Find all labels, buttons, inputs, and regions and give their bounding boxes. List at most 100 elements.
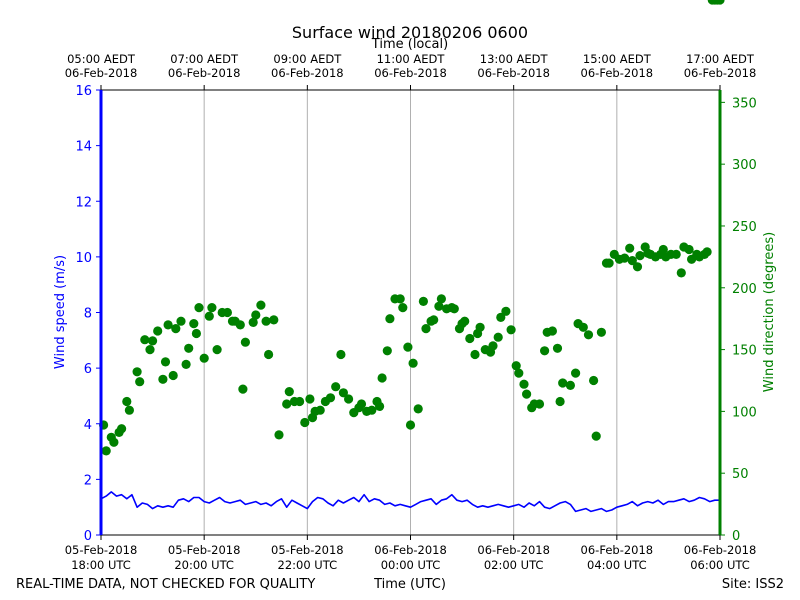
wind-direction-point	[207, 303, 217, 313]
wind-direction-point	[620, 253, 630, 263]
right-tick-label: 50	[732, 467, 749, 482]
wind-direction-point	[356, 399, 367, 409]
top-tick-time: 11:00 AEDT	[377, 52, 446, 66]
top-tick-date: 06-Feb-2018	[581, 66, 654, 80]
wind-direction-point	[506, 325, 516, 335]
wind-direction-point	[315, 405, 325, 415]
top-tick-time: 17:00 AEDT	[686, 52, 755, 66]
wind-direction-point	[117, 424, 127, 434]
wind-direction-point	[519, 379, 529, 389]
wind-direction-point	[676, 268, 686, 278]
right-tick-label: 100	[732, 405, 757, 420]
wind-direction-point	[578, 322, 588, 332]
wind-direction-point	[565, 380, 576, 390]
wind-direction-point	[274, 430, 284, 440]
wind-direction-point	[465, 333, 475, 344]
left-tick-label: 0	[84, 529, 92, 544]
wind-direction-point	[511, 361, 521, 371]
wind-direction-point	[475, 322, 485, 332]
top-tick-date: 06-Feb-2018	[477, 66, 550, 80]
wind-direction-point	[194, 303, 204, 313]
wind-direction-point	[222, 307, 232, 318]
wind-direction-point	[191, 328, 201, 339]
wind-direction-point	[547, 326, 558, 336]
wind-direction-point	[212, 345, 222, 355]
wind-direction-point	[449, 304, 459, 314]
left-tick-label: 2	[84, 473, 92, 488]
wind-direction-point	[148, 336, 158, 346]
wind-direction-point	[429, 315, 439, 325]
wind-direction-point	[282, 399, 292, 409]
wind-direction-point	[470, 349, 480, 360]
wind-direction-point	[256, 300, 266, 310]
wind-direction-point	[436, 294, 446, 304]
left-tick-label: 10	[75, 251, 92, 266]
wind-direction-point	[251, 310, 261, 320]
wind-direction-point	[135, 377, 145, 387]
wind-direction-point	[168, 370, 178, 381]
wind-direction-point	[305, 394, 315, 404]
top-tick-date: 06-Feb-2018	[271, 66, 344, 80]
wind-direction-point	[176, 316, 186, 326]
wind-direction-point	[591, 431, 601, 441]
bottom-tick-time: 22:00 UTC	[278, 558, 338, 572]
wind-direction-point	[552, 343, 563, 353]
wind-direction-point	[421, 324, 431, 334]
wind-direction-point	[235, 320, 245, 330]
right-tick-label: 150	[732, 344, 757, 359]
left-axis-ticks: 0 2 4 6 8 10 12 14 16	[75, 84, 101, 544]
wind-direction-point	[240, 337, 250, 347]
left-tick-label: 6	[84, 362, 92, 377]
wind-direction-point	[101, 446, 111, 456]
wind-direction-point	[158, 374, 168, 384]
right-tick-label: 300	[732, 158, 757, 173]
wind-direction-point	[398, 303, 408, 313]
wind-direction-point	[395, 294, 405, 304]
wind-direction-point	[671, 249, 681, 259]
wind-direction-point	[338, 388, 348, 398]
left-tick-label: 14	[75, 140, 92, 155]
wind-direction-point	[153, 326, 163, 336]
wind-direction-point	[385, 314, 395, 324]
wind-direction-point	[163, 320, 173, 330]
wind-direction-point	[300, 417, 310, 428]
wind-direction-point	[336, 349, 346, 360]
wind-direction-point	[604, 258, 614, 268]
wind-direction-point	[367, 405, 377, 415]
wind-direction-point	[632, 262, 643, 272]
bottom-tick-date: 06-Feb-2018	[581, 543, 654, 557]
bottom-tick-date: 05-Feb-2018	[65, 543, 138, 557]
wind-direction-point	[269, 315, 279, 325]
wind-direction-point	[496, 312, 506, 322]
wind-direction-point	[434, 301, 444, 311]
wind-direction-point	[589, 375, 599, 386]
wind-direction-point	[501, 306, 511, 316]
wind-direction-point	[171, 324, 181, 334]
wind-direction-point	[702, 247, 712, 257]
wind-direction-point	[325, 393, 336, 403]
top-tick-date: 06-Feb-2018	[168, 66, 241, 80]
wind-direction-point	[625, 243, 635, 253]
wind-direction-point	[627, 256, 637, 266]
wind-direction-point	[382, 346, 392, 356]
wind-direction-point	[331, 382, 341, 392]
wind-direction-point	[204, 311, 214, 321]
wind-direction-point	[284, 387, 294, 397]
bottom-tick-time: 06:00 UTC	[690, 558, 750, 572]
wind-direction-point	[555, 396, 565, 407]
wind-direction-point	[199, 353, 209, 363]
left-axis-label: Wind speed (m/s)	[53, 255, 68, 369]
bottom-tick-time: 04:00 UTC	[587, 558, 647, 572]
bottom-tick-time: 02:00 UTC	[484, 558, 544, 572]
right-tick-label: 250	[732, 220, 757, 235]
wind-direction-point	[295, 396, 305, 407]
wind-direction-point	[493, 332, 503, 342]
wind-direction-point	[238, 384, 248, 394]
wind-direction-point	[418, 296, 428, 306]
wind-direction-point	[145, 345, 155, 355]
bottom-tick-date: 06-Feb-2018	[374, 543, 447, 557]
bottom-tick-time: 20:00 UTC	[174, 558, 234, 572]
top-tick-time: 05:00 AEDT	[67, 52, 136, 66]
